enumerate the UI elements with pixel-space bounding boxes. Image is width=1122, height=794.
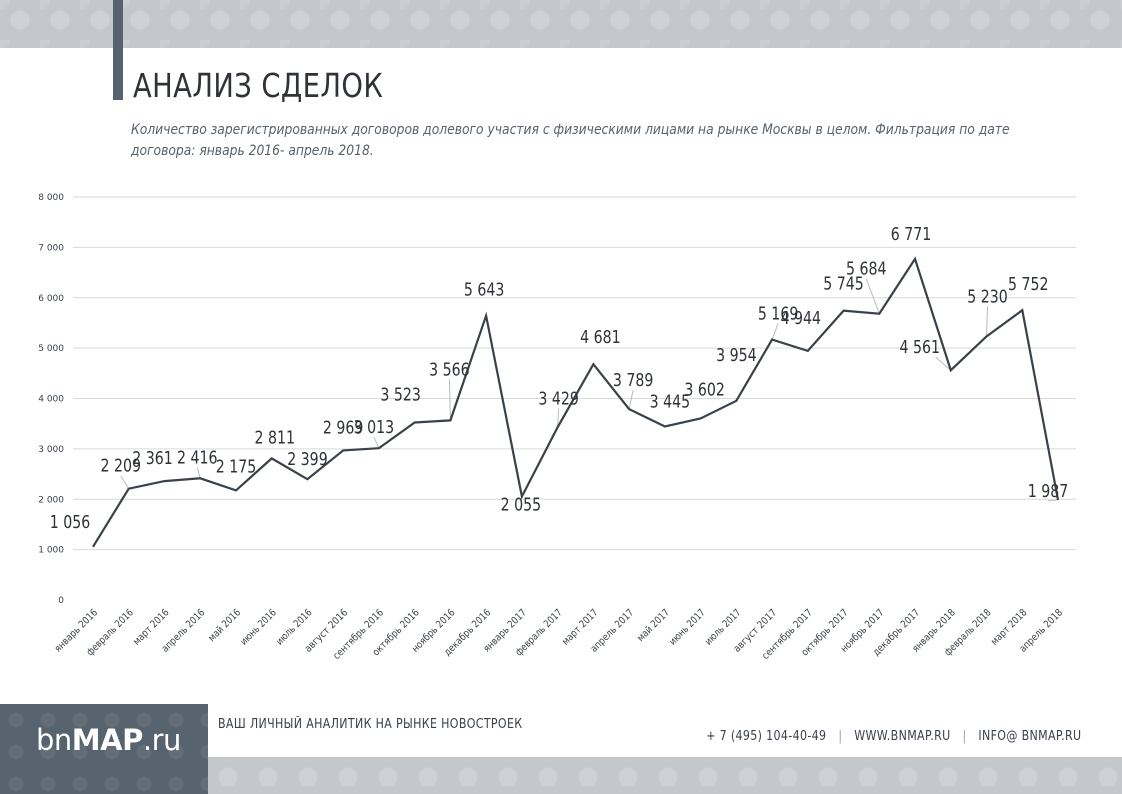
data-label-leader <box>935 356 952 371</box>
y-tick-label: 1 000 <box>38 546 64 556</box>
y-tick-label: 5 000 <box>38 344 64 354</box>
data-label: 4 681 <box>580 327 621 348</box>
chart-gridlines <box>73 196 1076 551</box>
data-label: 2 811 <box>254 427 295 448</box>
data-label: 2 969 <box>323 417 364 438</box>
logo-bold: MAP <box>71 723 144 757</box>
y-tick-label: 3 000 <box>38 445 64 455</box>
website-link[interactable]: WWW.BNMAP.RU <box>853 729 951 744</box>
x-tick-label: июнь 2017 <box>667 607 707 647</box>
footer-pattern-band <box>208 757 1122 794</box>
data-label-leader <box>628 390 634 410</box>
data-label: 3 566 <box>429 359 470 380</box>
data-label: 1 056 <box>50 512 91 533</box>
footer-tagline: ВАШ ЛИЧНЫЙ АНАЛИТИК НА РЫНКЕ НОВОСТРОЕК <box>218 717 523 732</box>
data-label-leader <box>865 278 880 314</box>
data-label: 6 771 <box>891 224 932 245</box>
data-label: 5 752 <box>1008 274 1049 295</box>
data-label: 3 429 <box>538 388 579 409</box>
data-label: 3 523 <box>380 385 421 406</box>
data-label: 5 230 <box>967 287 1008 308</box>
page-title: АНАЛИЗ СДЕЛОК <box>133 66 384 105</box>
data-label-leader <box>196 467 201 479</box>
bnmap-logo[interactable]: bnMAP.ru <box>36 723 181 757</box>
y-tick-label: 4 000 <box>38 395 64 405</box>
phone-number[interactable]: + 7 (495) 104-40-49 <box>705 729 826 744</box>
data-label: 3 013 <box>354 417 395 438</box>
separator: | <box>837 729 842 744</box>
data-label: 5 745 <box>823 274 864 295</box>
data-label: 3 789 <box>613 370 654 391</box>
email-link[interactable]: INFO@ BNMAP.RU <box>977 729 1081 744</box>
y-tick-label: 0 <box>58 596 64 606</box>
series-line <box>92 256 1060 548</box>
y-tick-label: 7 000 <box>38 243 64 253</box>
data-label: 5 643 <box>464 280 505 301</box>
data-label: 4 944 <box>781 308 822 329</box>
data-label: 3 954 <box>716 345 757 366</box>
data-label-leader-lines <box>120 278 1059 502</box>
separator: | <box>961 729 967 744</box>
y-tick-label: 2 000 <box>38 495 64 505</box>
data-label: 2 175 <box>216 456 257 477</box>
footer-contacts: + 7 (495) 104-40-49 | WWW.BNMAP.RU | INFO@ B… <box>706 729 1081 744</box>
data-label: 2 209 <box>100 456 141 477</box>
logo-suffix: .ru <box>142 723 182 757</box>
data-label: 3 445 <box>650 391 691 412</box>
title-accent-bar <box>113 0 123 100</box>
data-label: 4 561 <box>900 337 941 358</box>
data-label-leader <box>120 475 130 489</box>
line-chart: 0 1 000 2 000 3 000 4 000 5 000 6 000 7 000 8 00… <box>38 193 1076 662</box>
header-pattern-band <box>0 0 1122 48</box>
x-tick-label: май 2017 <box>635 607 672 644</box>
data-label-leader <box>771 323 779 340</box>
data-label: 2 361 <box>132 448 173 469</box>
data-label: 2 399 <box>287 449 328 470</box>
x-tick-label: май 2016 <box>206 607 243 644</box>
x-tick-label: июнь 2016 <box>239 607 279 647</box>
data-label-leader <box>557 408 560 428</box>
data-label: 2 055 <box>501 494 542 515</box>
data-label-leader <box>986 306 989 337</box>
footer-logo-panel <box>0 704 208 794</box>
logo-prefix: bn <box>36 723 72 757</box>
data-label: 2 416 <box>177 447 218 468</box>
chart-subtitle: Количество зарегистрированных договоров … <box>131 122 1010 159</box>
y-axis-tick-labels: 0 1 000 2 000 3 000 4 000 5 000 6 000 7 000 8 00… <box>38 193 64 606</box>
data-label: 1 987 <box>1028 481 1069 502</box>
data-label-leader <box>448 379 451 421</box>
data-label-leader <box>373 437 380 449</box>
data-label: 5 169 <box>758 304 799 325</box>
data-label-leader <box>1047 499 1059 502</box>
y-tick-label: 8 000 <box>38 193 64 203</box>
series-line-group <box>92 256 1060 548</box>
y-tick-label: 6 000 <box>38 294 64 304</box>
data-label: 3 602 <box>684 380 725 401</box>
data-label: 5 684 <box>846 259 887 280</box>
